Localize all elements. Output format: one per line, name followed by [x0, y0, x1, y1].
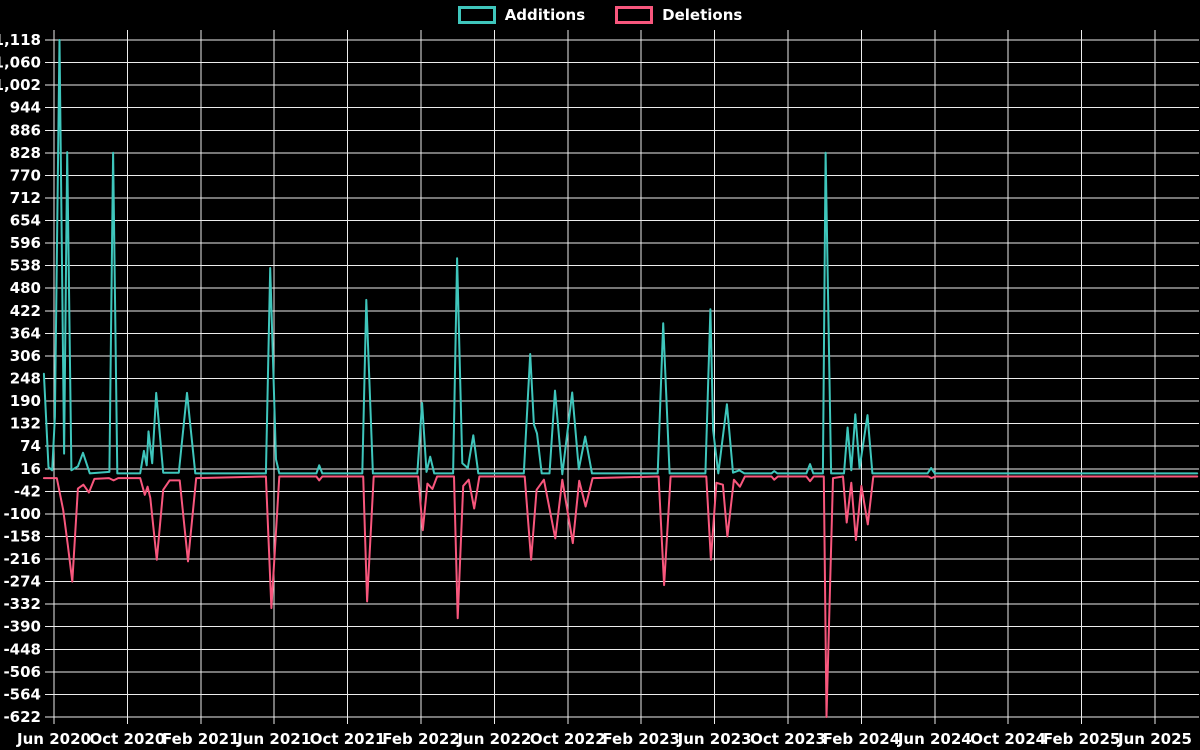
svg-text:Jun 2021: Jun 2021: [236, 730, 311, 748]
svg-text:Jun 2020: Jun 2020: [16, 730, 91, 748]
svg-text:190: 190: [10, 392, 41, 410]
legend-item-additions[interactable]: Additions: [457, 5, 586, 24]
svg-text:Feb 2023: Feb 2023: [602, 730, 680, 748]
svg-text:Oct 2021: Oct 2021: [310, 730, 386, 748]
svg-text:364: 364: [10, 324, 41, 342]
svg-text:480: 480: [10, 279, 41, 297]
svg-text:-390: -390: [3, 618, 41, 636]
svg-text:74: 74: [20, 437, 41, 455]
svg-text:-332: -332: [3, 595, 41, 613]
svg-text:Jun 2022: Jun 2022: [456, 730, 531, 748]
legend-item-deletions[interactable]: Deletions: [615, 6, 742, 24]
svg-text:654: 654: [10, 212, 41, 230]
svg-text:712: 712: [10, 189, 41, 207]
svg-text:Oct 2024: Oct 2024: [970, 730, 1046, 748]
chart-legend: Additions Deletions: [0, 6, 1200, 24]
svg-text:538: 538: [10, 257, 41, 275]
svg-text:Feb 2024: Feb 2024: [823, 730, 901, 748]
svg-text:Oct 2023: Oct 2023: [750, 730, 826, 748]
svg-text:Oct 2020: Oct 2020: [90, 730, 166, 748]
svg-text:Jun 2025: Jun 2025: [1117, 730, 1192, 748]
svg-text:Feb 2022: Feb 2022: [382, 730, 460, 748]
additions-swatch-icon: [457, 6, 496, 24]
svg-text:1,002: 1,002: [0, 76, 41, 94]
svg-text:-564: -564: [3, 685, 41, 703]
svg-text:596: 596: [10, 234, 41, 252]
svg-text:132: 132: [10, 415, 41, 433]
svg-text:770: 770: [10, 166, 41, 184]
svg-text:16: 16: [20, 460, 41, 478]
svg-text:422: 422: [10, 302, 41, 320]
svg-text:-42: -42: [14, 482, 41, 500]
legend-label-deletions: Deletions: [662, 5, 743, 24]
svg-text:944: 944: [10, 99, 41, 117]
svg-text:-448: -448: [3, 640, 41, 658]
deletions-swatch-icon: [615, 6, 654, 24]
svg-text:-506: -506: [3, 663, 41, 681]
svg-text:-274: -274: [3, 573, 41, 591]
svg-text:Oct 2022: Oct 2022: [530, 730, 606, 748]
svg-text:886: 886: [10, 121, 41, 139]
svg-text:-158: -158: [3, 527, 41, 545]
svg-text:828: 828: [10, 144, 41, 162]
svg-text:1,060: 1,060: [0, 54, 41, 72]
svg-text:-100: -100: [3, 505, 41, 523]
svg-text:1,118: 1,118: [0, 31, 41, 49]
svg-text:Feb 2021: Feb 2021: [162, 730, 240, 748]
svg-text:-622: -622: [3, 708, 41, 726]
svg-text:Jun 2023: Jun 2023: [677, 730, 752, 748]
svg-text:Jun 2024: Jun 2024: [897, 730, 972, 748]
svg-text:Feb 2025: Feb 2025: [1043, 730, 1121, 748]
svg-text:306: 306: [10, 347, 41, 365]
svg-text:248: 248: [10, 370, 41, 388]
svg-text:-216: -216: [3, 550, 41, 568]
legend-label-additions: Additions: [504, 5, 586, 24]
